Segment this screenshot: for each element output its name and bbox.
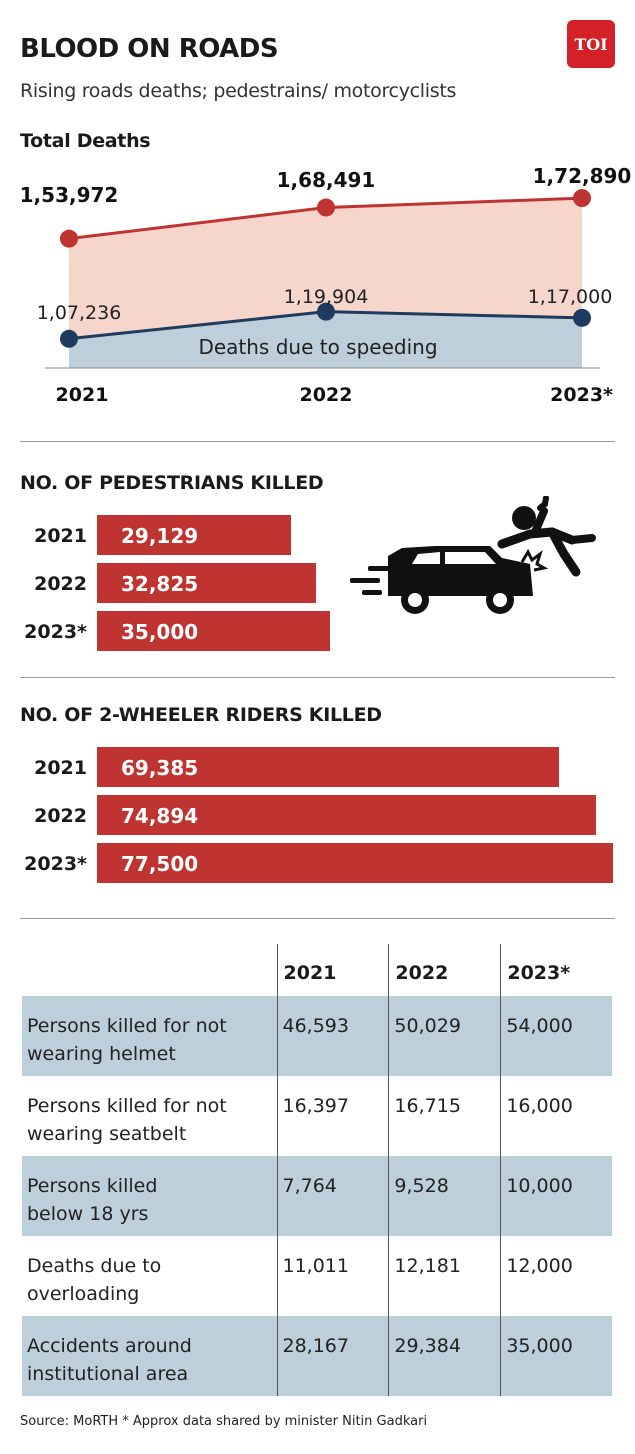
table-cell: 29,384 [388,1316,501,1396]
table-cell: 10,000 [500,1156,612,1236]
total-value-label: 1,72,890 [533,164,632,188]
bar-category-label: 2021 [34,757,87,779]
bar [97,563,316,603]
table-cell: 9,528 [388,1156,501,1236]
row-label-line: Persons killed for not [27,1015,227,1037]
row-label-line: Persons killed [27,1175,158,1197]
table-cell: 16,397 [276,1076,389,1156]
table-cell: 46,593 [276,996,389,1076]
total-deaths-title: Total Deaths [20,130,151,152]
total-deaths-chart: 1,53,972 1,68,491 1,72,890 1,07,236 1,19,904… [20,164,632,406]
speeding-series-label: Deaths due to speeding [198,335,437,359]
table-header: 2021 [276,944,389,996]
page-title: BLOOD ON ROADS [20,34,279,64]
row-label-line: Accidents around [27,1335,192,1357]
row-label: Deaths due to overloading [22,1236,277,1316]
row-label-line: Persons killed for not [27,1095,227,1117]
speeding-value-label: 1,07,236 [37,302,122,324]
row-label: Persons killed for not wearing seatbelt [22,1076,277,1156]
speeding-value-label: 1,17,000 [528,286,613,308]
table-header-empty [22,944,277,996]
row-label-line: Deaths due to [27,1255,162,1277]
speeding-point [60,329,78,348]
bar-value-label: 69,385 [121,756,199,780]
gap-area [69,198,582,339]
bar-value-label: 29,129 [121,524,199,548]
bar-row: 2021 29,129 [0,515,635,555]
bar [97,611,330,651]
table-cell: 7,764 [276,1156,389,1236]
divider [20,918,615,919]
row-label-line: institutional area [27,1363,189,1385]
page-subtitle: Rising roads deaths; pedestrains/ motorc… [20,80,457,102]
source-note: Source: MoRTH * Approx data shared by mi… [20,1414,428,1429]
bar-row: 2021 69,385 [0,747,635,787]
total-point [317,198,335,217]
row-label: Persons killed for not wearing helmet [22,996,277,1076]
bar [97,843,613,883]
row-label: Accidents around institutional area [22,1316,277,1396]
table-header: 2023* [500,944,612,996]
bar-row: 2023* 77,500 [0,843,635,883]
divider [20,677,615,678]
row-label-line: overloading [27,1283,140,1305]
bar-category-label: 2023* [24,853,87,875]
table-row: Persons killed for not wearing helmet 46,5… [22,996,612,1076]
total-value-label: 1,53,972 [20,183,119,207]
bar-category-label: 2022 [34,805,87,827]
row-label-line: wearing seatbelt [27,1123,187,1145]
speeding-point [573,308,591,327]
table-row: Accidents around institutional area 28,167… [22,1316,612,1396]
bar-category-label: 2021 [34,525,87,547]
table-cell: 12,000 [500,1236,612,1316]
table-cell: 11,011 [276,1236,389,1316]
table-row: Deaths due to overloading 11,011 12,181 12,0… [22,1236,612,1316]
x-tick-label: 2022 [300,384,353,406]
table-header-row: 2021 2022 2023* [22,944,612,996]
x-tick-label: 2023* [550,384,613,406]
total-point [573,189,591,208]
bar-value-label: 74,894 [121,804,199,828]
table-row: Persons killed below 18 yrs 7,764 9,528 10,0… [22,1156,612,1236]
table-cell: 12,181 [388,1236,501,1316]
table-cell: 35,000 [500,1316,612,1396]
total-value-label: 1,68,491 [277,168,376,192]
bar-category-label: 2022 [34,573,87,595]
bar-row: 2023* 35,000 [0,611,635,651]
table-cell: 28,167 [276,1316,389,1396]
table-header: 2022 [388,944,501,996]
speeding-point [317,302,335,321]
bar-value-label: 35,000 [121,620,199,644]
x-tick-label: 2021 [56,384,109,406]
table-cell: 50,029 [388,996,501,1076]
table-row: Persons killed for not wearing seatbelt 16… [22,1076,612,1156]
bar-category-label: 2023* [24,621,87,643]
two-wheeler-title: NO. OF 2-WHEELER RIDERS KILLED [20,704,382,726]
bar [97,515,291,555]
bar-row: 2022 32,825 [0,563,635,603]
bar-value-label: 32,825 [121,572,199,596]
bar [97,795,596,835]
bar [97,747,559,787]
table-cell: 54,000 [500,996,612,1076]
total-point [60,229,78,248]
row-label-line: below 18 yrs [27,1203,149,1225]
row-label: Persons killed below 18 yrs [22,1156,277,1236]
bar-row: 2022 74,894 [0,795,635,835]
speeding-value-label: 1,19,904 [284,286,369,308]
toi-logo: TOI [567,20,615,68]
divider [20,441,615,442]
stats-table: 2021 2022 2023* Persons killed for not we… [22,944,612,1396]
row-label-line: wearing helmet [27,1043,176,1065]
car-crash-pedestrian-icon [350,496,596,614]
table-cell: 16,000 [500,1076,612,1156]
bar-value-label: 77,500 [121,852,199,876]
table-cell: 16,715 [388,1076,501,1156]
pedestrians-title: NO. OF PEDESTRIANS KILLED [20,472,324,494]
